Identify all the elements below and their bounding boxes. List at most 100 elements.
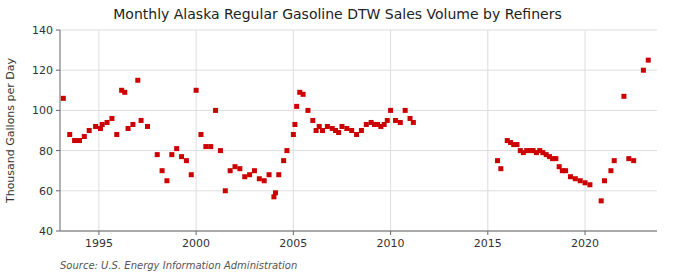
x-tick-label: 2015 <box>474 237 502 250</box>
point <box>237 166 242 171</box>
y-tick-label: 60 <box>39 185 53 198</box>
x-tick <box>487 231 488 235</box>
points <box>61 58 651 204</box>
y-grid-line <box>60 110 657 111</box>
point <box>252 168 257 173</box>
point <box>247 172 252 177</box>
point <box>398 120 403 125</box>
point <box>563 168 568 173</box>
x-grid-line <box>196 30 197 231</box>
point <box>218 148 223 153</box>
point <box>641 68 646 73</box>
x-tick-label: 1995 <box>85 237 113 250</box>
x-tick <box>585 231 586 235</box>
x-grid-line <box>293 30 294 231</box>
point <box>385 118 390 123</box>
point <box>284 148 289 153</box>
point <box>267 172 272 177</box>
point <box>631 158 636 163</box>
point <box>262 178 267 183</box>
point <box>602 178 607 183</box>
point <box>393 118 398 123</box>
y-axis-line <box>60 30 61 231</box>
point <box>344 126 349 131</box>
point <box>411 120 416 125</box>
point <box>608 168 613 173</box>
point <box>67 132 72 137</box>
point <box>169 152 174 157</box>
point <box>61 96 66 101</box>
y-tick-label: 140 <box>32 24 53 37</box>
point <box>130 122 135 127</box>
x-tick-label: 2005 <box>279 237 307 250</box>
point <box>203 144 208 149</box>
point <box>388 108 393 113</box>
point <box>583 180 588 185</box>
point <box>93 124 98 129</box>
point <box>498 166 503 171</box>
point <box>336 130 341 135</box>
y-tick-label: 100 <box>32 104 53 117</box>
x-tick <box>98 231 99 235</box>
x-tick <box>196 231 197 235</box>
point <box>587 182 592 187</box>
point <box>573 176 578 181</box>
point <box>349 128 354 133</box>
y-tick-label: 40 <box>39 225 53 238</box>
point <box>359 128 364 133</box>
point <box>233 164 238 169</box>
point <box>626 156 631 161</box>
point <box>305 108 310 113</box>
point <box>310 118 315 123</box>
point <box>495 158 500 163</box>
point <box>242 174 247 179</box>
point <box>122 90 127 95</box>
point <box>145 124 150 129</box>
x-tick <box>390 231 391 235</box>
point <box>339 124 344 129</box>
point <box>514 142 519 147</box>
point <box>281 158 286 163</box>
point <box>276 172 281 177</box>
point <box>292 122 297 127</box>
point <box>126 126 131 131</box>
y-tick <box>56 150 60 151</box>
source-note: Source: U.S. Energy Information Administ… <box>60 260 297 271</box>
point <box>403 108 408 113</box>
point <box>72 138 77 143</box>
y-grid-line <box>60 150 657 151</box>
point <box>273 190 278 195</box>
point <box>135 78 140 83</box>
point <box>82 134 87 139</box>
y-tick <box>56 110 60 111</box>
point <box>621 94 626 99</box>
point <box>301 92 306 97</box>
point <box>160 168 165 173</box>
point <box>100 122 105 127</box>
point <box>179 154 184 159</box>
x-tick-label: 2000 <box>182 237 210 250</box>
point <box>164 178 169 183</box>
point <box>87 128 92 133</box>
y-tick <box>56 70 60 71</box>
point <box>257 176 262 181</box>
point <box>228 168 233 173</box>
point <box>612 158 617 163</box>
point <box>184 158 189 163</box>
point <box>174 146 179 151</box>
point <box>325 124 330 129</box>
point <box>198 132 203 137</box>
point <box>646 58 651 63</box>
y-grid-line <box>60 190 657 191</box>
y-grid-line <box>60 231 657 232</box>
point <box>578 178 583 183</box>
x-grid-line <box>487 30 488 231</box>
y-tick <box>56 190 60 191</box>
y-tick <box>56 30 60 31</box>
axes: 199520002005201020152020406080100120140 <box>32 24 657 250</box>
x-tick-label: 2020 <box>571 237 599 250</box>
y-tick-label: 120 <box>32 64 53 77</box>
point <box>223 188 228 193</box>
point <box>213 108 218 113</box>
y-tick-label: 80 <box>39 145 53 158</box>
